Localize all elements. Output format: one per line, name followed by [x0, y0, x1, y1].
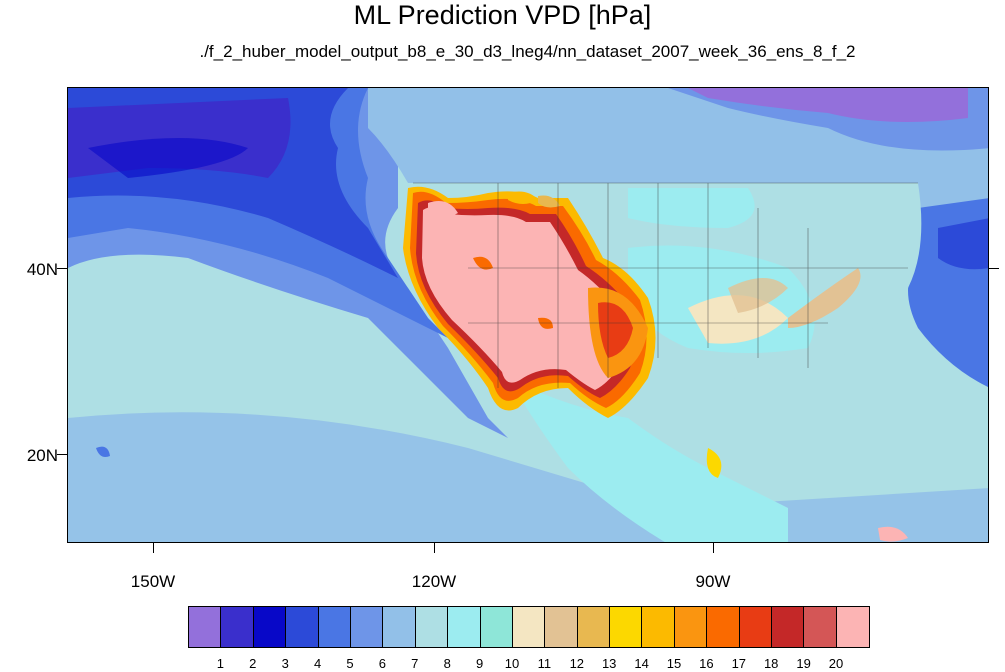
colorbar-cell — [739, 607, 773, 647]
colorbar-label: 17 — [731, 656, 747, 671]
colorbar-label: 5 — [346, 656, 354, 671]
colorbar-cell — [480, 607, 513, 647]
colorbar-label: 15 — [666, 656, 682, 671]
colorbar-cell — [804, 607, 837, 647]
colorbar-label: 2 — [249, 656, 257, 671]
tick-bottom-150w — [153, 543, 154, 553]
tick-bottom-90w — [713, 543, 714, 553]
colorbar-cell — [221, 607, 254, 647]
vpd-map — [67, 87, 989, 543]
tick-bottom-120w — [434, 543, 435, 553]
colorbar-cell — [772, 607, 805, 647]
colorbar-label: 19 — [796, 656, 811, 671]
colorbar-label: 14 — [634, 656, 649, 671]
colorbar-cell — [383, 607, 416, 647]
lat-label-20n: 20N — [26, 446, 58, 465]
colorbar-label: 18 — [763, 656, 779, 671]
colorbar-labels: 1 2 3 4 5 6 7 8 9 10 11 12 13 14 15 16 17 18 19 20 — [188, 656, 868, 672]
colorbar-label: 6 — [378, 656, 386, 671]
colorbar — [188, 606, 871, 648]
colorbar-label: 13 — [601, 656, 617, 671]
colorbar-cell — [512, 607, 546, 647]
tick-left-20n — [57, 454, 67, 455]
map-title: ML Prediction VPD [hPa] — [353, 0, 652, 30]
colorbar-cell — [189, 607, 222, 647]
colorbar-cell — [448, 607, 481, 647]
colorbar-cell — [707, 607, 740, 647]
lon-label-150w: 150W — [130, 572, 176, 591]
colorbar-cell — [415, 607, 449, 647]
colorbar-label: 7 — [411, 656, 419, 671]
colorbar-label: 10 — [504, 656, 520, 671]
colorbar-label: 1 — [216, 656, 224, 671]
colorbar-label: 3 — [281, 656, 289, 671]
colorbar-label: 11 — [537, 656, 552, 671]
colorbar-label: 12 — [569, 656, 585, 671]
colorbar-label: 8 — [443, 656, 451, 671]
colorbar-cell — [836, 607, 870, 647]
colorbar-label: 4 — [313, 656, 322, 671]
lon-label-120w: 120W — [411, 572, 457, 591]
lat-label-40n: 40N — [26, 260, 58, 279]
tick-right-40n — [989, 268, 999, 269]
colorbar-cell — [610, 607, 643, 647]
colorbar-cell — [318, 607, 351, 647]
colorbar-label: 9 — [475, 656, 484, 671]
colorbar-cell — [674, 607, 708, 647]
colorbar-cell — [577, 607, 611, 647]
colorbar-cell — [350, 607, 384, 647]
colorbar-cell — [642, 607, 675, 647]
lon-label-90w: 90W — [695, 572, 731, 591]
map-subtitle: ./f_2_huber_model_output_b8_e_30_d3_lneg… — [199, 42, 856, 61]
colorbar-cell — [286, 607, 319, 647]
colorbar-label: 20 — [828, 656, 844, 671]
colorbar-cell — [253, 607, 287, 647]
colorbar-cell — [545, 607, 578, 647]
colorbar-label: 16 — [699, 656, 714, 671]
tick-left-40n — [57, 268, 67, 269]
